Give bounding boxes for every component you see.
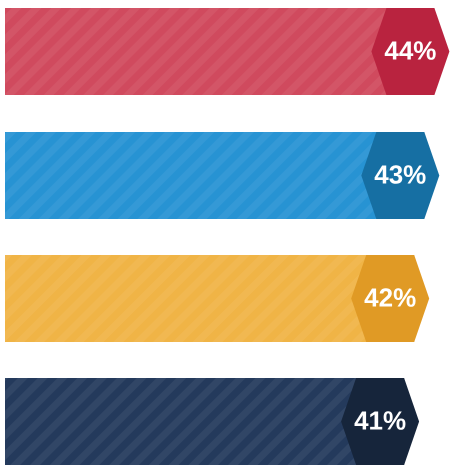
- value-label: 44%: [384, 35, 436, 65]
- value-badge: [371, 8, 450, 95]
- value-badge: [361, 132, 440, 219]
- value-badge: [351, 255, 430, 342]
- value-label: 41%: [354, 405, 406, 435]
- bar-stripes: [5, 132, 425, 219]
- value-badge: [341, 378, 420, 465]
- value-label: 42%: [364, 282, 416, 312]
- bar-stripes: [5, 255, 415, 342]
- bar-stripes: [5, 378, 405, 465]
- value-label: 43%: [374, 159, 426, 189]
- bar-stripes: [5, 8, 435, 95]
